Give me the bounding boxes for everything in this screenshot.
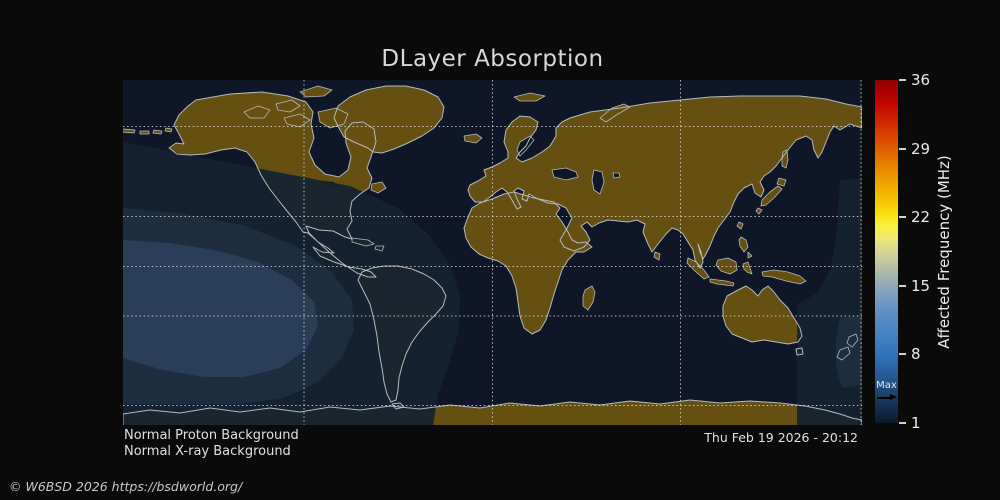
tick-label: 22 [911, 208, 931, 227]
tick-dash [899, 216, 906, 219]
tick-label: 15 [911, 276, 931, 295]
max-marker: Max [875, 380, 898, 401]
tick-label: 29 [911, 139, 931, 158]
graticule [123, 80, 862, 425]
colorbar-tick: 29 [899, 140, 930, 158]
colorbar-gradient [875, 80, 898, 423]
colorbar-tick: 36 [899, 71, 930, 89]
timestamp: Thu Feb 19 2026 - 20:12 [704, 430, 858, 445]
tick-label: 36 [911, 71, 931, 89]
max-arrow-icon [877, 394, 897, 401]
tick-dash [899, 284, 906, 287]
tick-label: 1 [911, 414, 921, 432]
max-marker-label: Max [876, 380, 897, 391]
status-xray: Normal X-ray Background [124, 444, 291, 459]
tick-dash [899, 147, 906, 150]
tick-dash [899, 79, 906, 81]
page-title: DLayer Absorption [381, 46, 604, 72]
absorption-region-east-patch [836, 315, 862, 388]
colorbar-tick: 22 [899, 208, 930, 226]
tick-dash [899, 422, 906, 424]
world-map [123, 80, 862, 425]
colorbar-tick: 1 [899, 414, 921, 432]
colorbar-axis-label: Affected Frequency (MHz) [935, 155, 953, 349]
absorption-overlay [123, 142, 862, 425]
tick-label: 8 [911, 345, 921, 364]
status-proton: Normal Proton Background [124, 428, 299, 443]
colorbar-tick: 15 [899, 277, 930, 295]
copyright: © W6BSD 2026 https://bsdworld.org/ [9, 479, 243, 494]
absorption-region-inner [123, 240, 318, 377]
colorbar-tick: 8 [899, 345, 921, 363]
tick-dash [899, 353, 906, 356]
colorbar-ticks: 36 29 22 15 8 1 [899, 71, 959, 432]
